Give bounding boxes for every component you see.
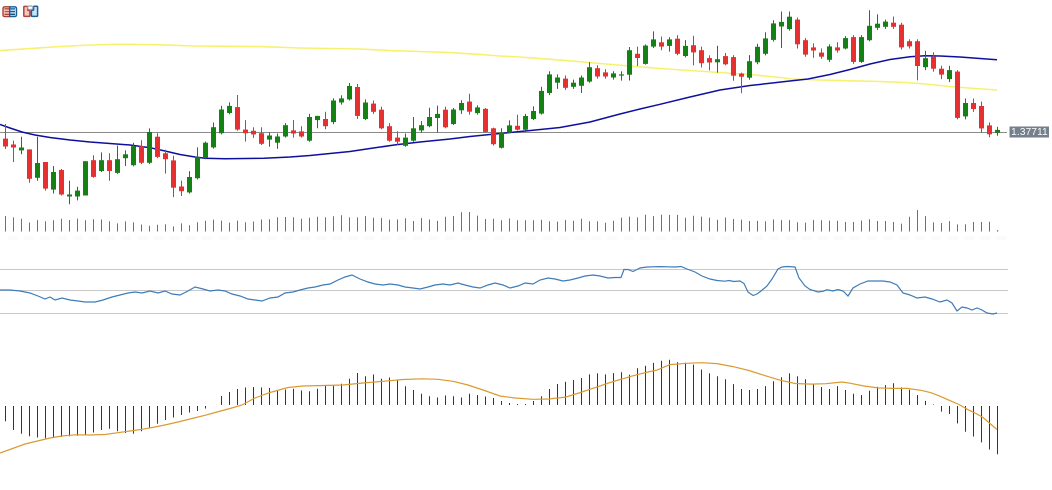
svg-text:1.37711: 1.37711	[1011, 127, 1048, 138]
